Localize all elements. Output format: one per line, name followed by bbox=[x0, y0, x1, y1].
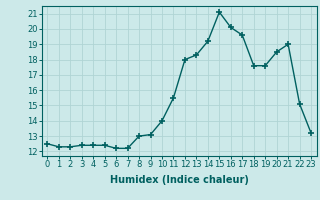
X-axis label: Humidex (Indice chaleur): Humidex (Indice chaleur) bbox=[110, 175, 249, 185]
